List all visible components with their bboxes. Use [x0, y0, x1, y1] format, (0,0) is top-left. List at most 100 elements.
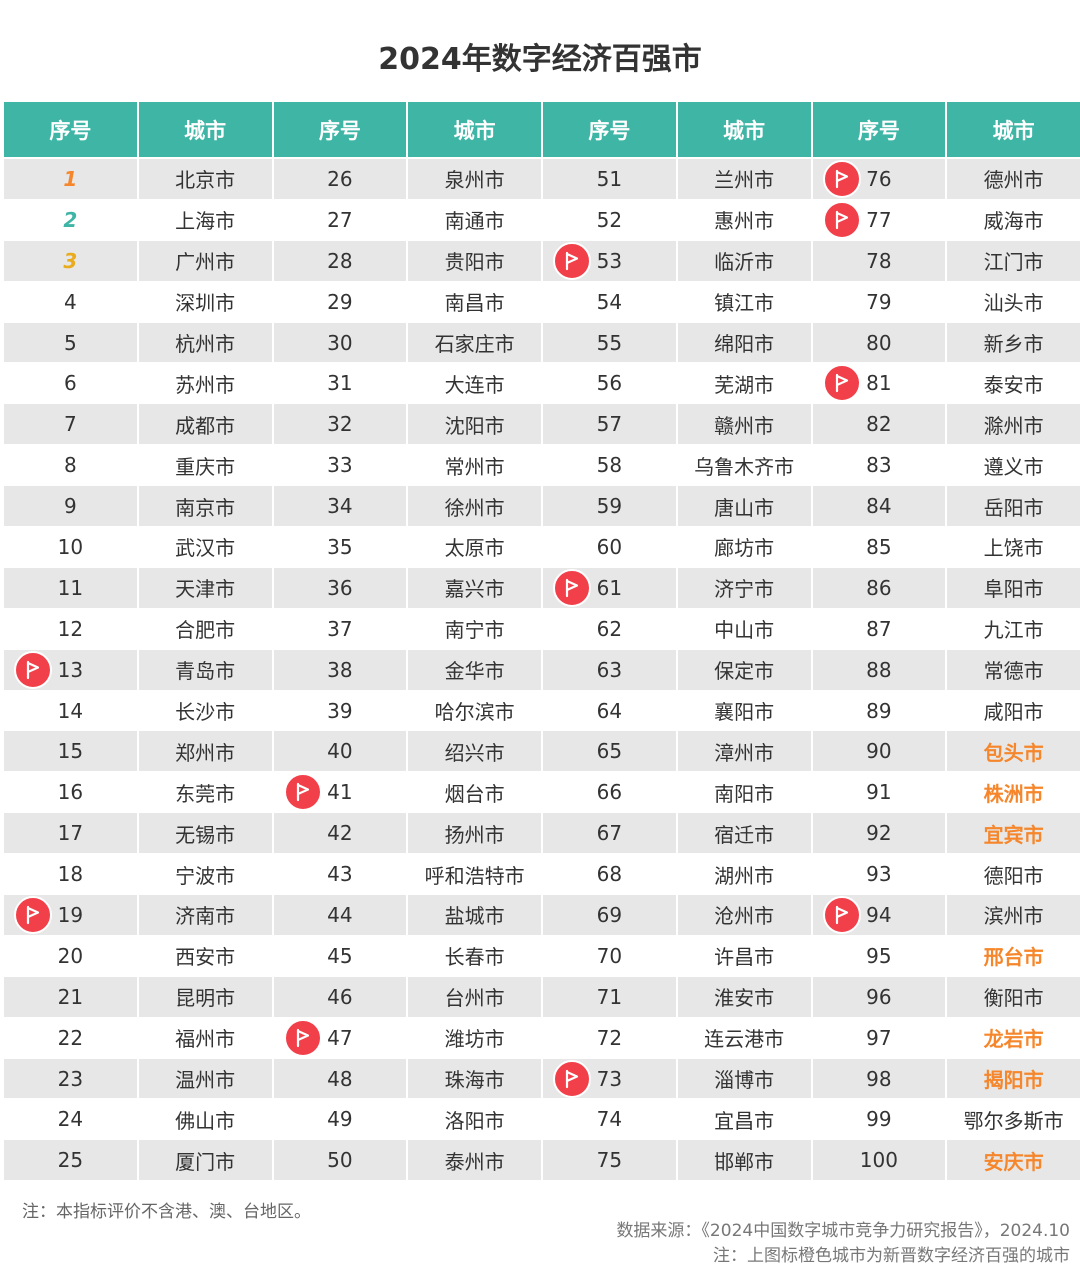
rank-number: 6 [64, 371, 77, 396]
city-cell: 长春市 [408, 935, 541, 977]
rank-cell: 3 [4, 240, 137, 282]
table-row: 17 无锡市 42 扬州市 67 宿迁市 92 宜宾市 [4, 813, 1080, 855]
source-block: 数据来源：《2024中国数字城市竞争力研究报告》，2024.10 注：上图标橙色… [616, 1219, 1070, 1269]
rank-number: 91 [866, 780, 892, 805]
rank-number: 25 [57, 1148, 84, 1173]
rank-cell: 66 [543, 772, 676, 814]
city-cell: 邯郸市 [677, 1140, 811, 1182]
rank-cell: 90 [812, 731, 946, 773]
city-cell: 兰州市 [677, 159, 811, 200]
rank-number: 90 [866, 739, 892, 764]
rank-number: 21 [57, 984, 84, 1009]
rank-number: 38 [327, 657, 353, 682]
table-row: 15 郑州市 40 绍兴市 65 漳州市 90 包头市 [4, 731, 1080, 773]
rank-cell: 41 [273, 772, 407, 814]
city-cell: 德州市 [947, 159, 1080, 200]
rank-cell: 68 [543, 854, 676, 896]
rank-number: 1 [63, 166, 78, 191]
rank-number: 69 [596, 902, 623, 927]
rank-cell: 52 [543, 199, 676, 241]
flag-icon [553, 568, 591, 607]
table-row: 5 杭州市 30 石家庄市 55 绵阳市 80 新乡市 [4, 322, 1080, 364]
rank-cell: 96 [812, 976, 946, 1018]
city-cell: 中山市 [677, 608, 811, 650]
city-cell: 西安市 [138, 935, 272, 977]
rank-number: 33 [327, 453, 353, 478]
city-cell: 威海市 [947, 199, 1080, 241]
city-cell: 包头市 [947, 731, 1080, 773]
city-cell: 衡阳市 [947, 976, 1080, 1018]
rank-cell: 98 [812, 1058, 946, 1100]
rank-cell: 9 [4, 486, 137, 528]
table-row: 6 苏州市 31 大连市 56 芜湖市 81 泰安市 [4, 363, 1080, 405]
rank-cell: 80 [812, 322, 946, 364]
rank-number: 99 [866, 1107, 892, 1132]
city-cell: 珠海市 [408, 1058, 541, 1100]
rank-number: 35 [327, 534, 353, 559]
rank-cell: 20 [4, 935, 137, 977]
rank-number: 29 [327, 289, 353, 314]
rank-number: 96 [866, 984, 892, 1009]
rank-cell: 54 [543, 281, 676, 323]
city-cell: 贵阳市 [408, 240, 541, 282]
city-cell: 岳阳市 [947, 486, 1080, 528]
city-cell: 无锡市 [138, 813, 272, 855]
table-row: 24 佛山市 49 洛阳市 74 宜昌市 99 鄂尔多斯市 [4, 1099, 1080, 1141]
rank-number: 60 [596, 534, 623, 559]
rank-cell: 92 [812, 813, 946, 855]
flag-icon [553, 241, 591, 280]
table-row: 12 合肥市 37 南宁市 62 中山市 87 九江市 [4, 608, 1080, 650]
rank-number: 93 [866, 862, 892, 887]
city-cell: 宿迁市 [677, 813, 811, 855]
table-row: 8 重庆市 33 常州市 58 乌鲁木齐市 83 遵义市 [4, 445, 1080, 487]
city-cell: 南京市 [138, 486, 272, 528]
rank-number: 74 [596, 1107, 623, 1132]
city-cell: 洛阳市 [408, 1099, 541, 1141]
rank-cell: 60 [543, 527, 676, 568]
rank-number: 67 [596, 821, 623, 846]
city-cell: 遵义市 [947, 445, 1080, 487]
city-cell: 石家庄市 [408, 322, 541, 364]
rank-cell: 62 [543, 608, 676, 650]
city-cell: 临沂市 [677, 240, 811, 282]
rank-cell: 82 [812, 404, 946, 446]
rank-number: 89 [866, 698, 892, 723]
rank-cell: 75 [543, 1140, 676, 1182]
city-cell: 大连市 [408, 363, 541, 405]
rank-number: 75 [596, 1148, 623, 1173]
rank-cell: 5 [4, 322, 137, 364]
rank-number: 72 [596, 1025, 623, 1050]
rank-number: 45 [327, 943, 353, 968]
rank-cell: 12 [4, 608, 137, 650]
rank-number: 76 [866, 166, 892, 191]
rank-number: 47 [327, 1025, 353, 1050]
rank-cell: 19 [4, 895, 137, 936]
city-cell: 东莞市 [138, 772, 272, 814]
rank-number: 46 [327, 984, 353, 1009]
city-cell: 济南市 [138, 895, 272, 936]
table-row: 7 成都市 32 沈阳市 57 赣州市 82 滁州市 [4, 404, 1080, 446]
city-cell: 安庆市 [947, 1140, 1080, 1182]
city-cell: 淮安市 [677, 976, 811, 1018]
rank-number: 14 [57, 698, 84, 723]
flag-icon [14, 895, 52, 934]
rank-cell: 22 [4, 1017, 137, 1059]
rank-number: 68 [596, 862, 623, 887]
city-cell: 汕头市 [947, 281, 1080, 323]
city-cell: 芜湖市 [677, 363, 811, 405]
flag-icon [822, 364, 861, 403]
city-cell: 邢台市 [947, 935, 1080, 977]
rank-cell: 18 [4, 854, 137, 896]
rank-number: 61 [596, 575, 623, 600]
rank-number: 37 [327, 616, 353, 641]
rank-number: 19 [57, 902, 84, 927]
city-cell: 深圳市 [138, 281, 272, 323]
city-cell: 沈阳市 [408, 404, 541, 446]
city-cell: 烟台市 [408, 772, 541, 814]
city-cell: 九江市 [947, 608, 1080, 650]
city-cell: 苏州市 [138, 363, 272, 405]
rank-number: 53 [596, 248, 623, 273]
rank-cell: 40 [273, 731, 407, 773]
table-header-row: 序号 城市 序号 城市 序号 城市 序号 城市 [4, 102, 1080, 159]
rank-cell: 69 [543, 895, 676, 936]
